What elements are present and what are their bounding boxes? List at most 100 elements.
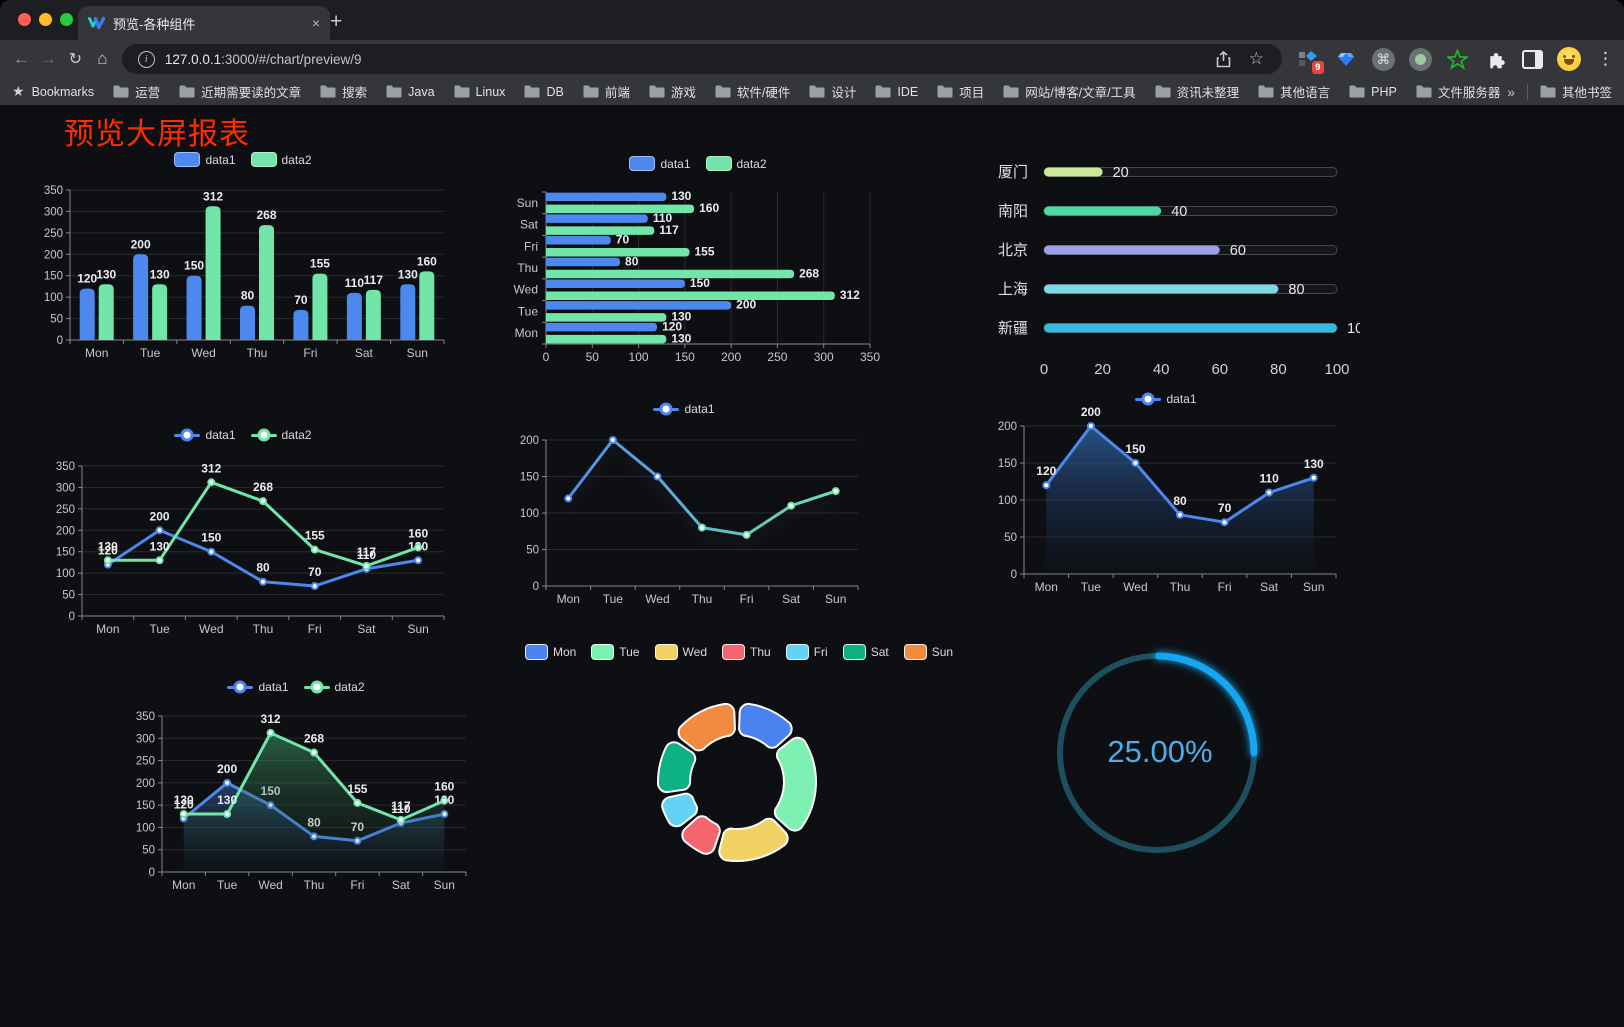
legend-item-data2[interactable]: data2	[250, 152, 312, 167]
chart-gauge[interactable]: 25.00%	[1040, 638, 1280, 878]
bookmark-item[interactable]: IDE	[875, 85, 918, 99]
browser-tab[interactable]: 预览-各种组件 ×	[78, 6, 330, 40]
legend-item-data1[interactable]: data1	[174, 428, 236, 442]
legend-item-data2[interactable]: data2	[303, 680, 365, 694]
svg-text:150: 150	[690, 276, 710, 290]
bookmark-item[interactable]: 其他语言	[1258, 82, 1330, 101]
bookmark-item[interactable]: DB	[524, 85, 564, 99]
chart-line-gradient[interactable]: data1 0 50 100 150 200 Mon Tue Wed Thu Fri Sat Sun	[498, 392, 870, 618]
new-tab-button[interactable]: +	[330, 10, 343, 33]
page-content: 预览大屏报表 data1 data2 0 50 100 150 200 250 300 350 Mo…	[0, 105, 1624, 1027]
bookmark-item[interactable]: 文件服务器	[1416, 82, 1500, 101]
side-panel-icon[interactable]	[1521, 49, 1543, 69]
svg-text:20: 20	[1094, 361, 1111, 378]
bookmark-item[interactable]: 软件/硬件	[715, 82, 790, 101]
bookmark-item[interactable]: 资讯未整理	[1155, 82, 1239, 101]
bookmark-item[interactable]: Java	[386, 85, 435, 99]
svg-text:200: 200	[150, 509, 170, 523]
extension-grid-icon[interactable]: 9	[1296, 47, 1324, 74]
folder-icon	[386, 85, 402, 98]
folder-icon	[937, 85, 953, 98]
reload-icon[interactable]: ↻	[68, 51, 83, 68]
legend-item-data1[interactable]: data1	[629, 156, 691, 171]
svg-text:250: 250	[56, 504, 75, 516]
macos-zoom-button[interactable]	[60, 13, 73, 26]
svg-text:250: 250	[136, 756, 155, 768]
svg-text:40: 40	[1153, 361, 1170, 378]
chart-bar-horizontal[interactable]: data1 data2 0 50 100 150 200 250 300 350 Sun 130 160…	[502, 150, 894, 366]
svg-text:0: 0	[543, 350, 550, 364]
svg-text:0: 0	[1011, 569, 1017, 581]
svg-text:312: 312	[201, 461, 221, 475]
folder-icon	[524, 85, 540, 98]
gem-extension-icon[interactable]	[1334, 47, 1358, 71]
legend-item-data1[interactable]: data1	[653, 402, 715, 416]
other-bookmarks[interactable]: 其他书签	[1540, 82, 1612, 101]
bookmark-item[interactable]: 设计	[809, 82, 856, 101]
chart-donut[interactable]: Mon Tue Wed Thu Fri Sat Sun	[524, 636, 953, 894]
macos-close-button[interactable]	[18, 13, 31, 26]
legend-marker	[174, 428, 201, 442]
legend-item-data1[interactable]: data1	[227, 680, 289, 694]
bookmark-item[interactable]: 运营	[113, 82, 160, 101]
share-icon[interactable]	[1216, 50, 1231, 68]
bookmarks-label[interactable]: Bookmarks	[31, 84, 95, 99]
legend-item-Sat[interactable]: Sat	[842, 644, 889, 660]
chart-area-dual[interactable]: data1 data2 0 50 100 150 200 250 300 350 Mon Tue Wed…	[110, 666, 482, 908]
legend-item-data1[interactable]: data1	[174, 152, 236, 167]
menu-kebab-icon[interactable]: ⋮	[1596, 49, 1614, 68]
puzzle-extensions-icon[interactable]	[1484, 47, 1508, 71]
green-star-extension-icon[interactable]	[1446, 47, 1470, 71]
svg-text:Thu: Thu	[517, 261, 538, 275]
command-extension-icon[interactable]: ⌘	[1371, 47, 1395, 71]
svg-text:130: 130	[671, 331, 691, 345]
url-path: :3000/#/chart/preview/9	[221, 51, 362, 67]
page-info-icon[interactable]: i	[137, 50, 155, 68]
forward-icon[interactable]: →	[39, 49, 57, 68]
url-bar[interactable]: i 127.0.0.1:3000/#/chart/preview/9 ☆	[121, 44, 1282, 74]
folder-icon	[1155, 85, 1171, 98]
back-icon[interactable]: ←	[12, 49, 30, 68]
svg-text:70: 70	[616, 233, 630, 247]
profile-avatar[interactable]	[1556, 47, 1581, 71]
chart-line-dual[interactable]: data1 data2 0 50 100 150 200 250 300 350 Mon Tue Wed…	[36, 418, 450, 652]
bookmark-item[interactable]: PHP	[1349, 85, 1397, 99]
bookmark-item[interactable]: 前端	[583, 82, 630, 101]
bookmark-item[interactable]: 近期需要读的文章	[179, 82, 301, 101]
bookmark-item[interactable]: 搜索	[320, 82, 367, 101]
legend-item-Fri[interactable]: Fri	[785, 644, 828, 660]
legend-item-Sun[interactable]: Sun	[903, 644, 953, 660]
bookmark-item[interactable]: 网站/博客/文章/工具	[1003, 82, 1136, 101]
bookmark-item[interactable]: 游戏	[649, 82, 696, 101]
legend-item-data1[interactable]: data1	[1135, 392, 1197, 406]
folder-icon	[809, 85, 825, 98]
tab-close-icon[interactable]: ×	[311, 15, 320, 31]
svg-text:300: 300	[56, 482, 75, 494]
svg-text:300: 300	[44, 206, 63, 218]
bookmark-item[interactable]: 项目	[937, 82, 984, 101]
chart-progress-bars[interactable]: 厦门 20 南阳 40 北京 60 上海 80 新疆 100 0 20 40 60 80 100	[998, 152, 1371, 384]
home-icon[interactable]: ⌂	[97, 49, 108, 68]
legend-item-Mon[interactable]: Mon	[524, 644, 576, 660]
svg-text:50: 50	[526, 545, 539, 557]
chart-area-single[interactable]: data1 0 50 100 150 200 Mon Tue Wed Thu Fri Sat Sun 12…	[982, 388, 1350, 600]
legend-marker	[785, 644, 809, 660]
legend-item-Wed[interactable]: Wed	[654, 644, 707, 660]
svg-text:Mon: Mon	[557, 592, 580, 606]
legend-item-Thu[interactable]: Thu	[722, 644, 771, 660]
legend-item-Tue[interactable]: Tue	[591, 644, 640, 660]
svg-text:0: 0	[1040, 361, 1048, 378]
svg-text:Sat: Sat	[355, 346, 374, 360]
legend-item-data2[interactable]: data2	[705, 156, 767, 171]
bookmark-item[interactable]: Linux	[454, 85, 505, 99]
bookmarks-star-icon[interactable]: ★	[12, 83, 25, 99]
bookmark-star-icon[interactable]: ☆	[1248, 49, 1264, 68]
chart-bar-vertical[interactable]: data1 data2 0 50 100 150 200 250 300 350 Mon Tue Wed…	[36, 148, 450, 366]
bookmarks-overflow-chevron[interactable]: »	[1507, 83, 1515, 100]
macos-minimize-button[interactable]	[39, 13, 52, 26]
svg-text:Wed: Wed	[514, 283, 538, 297]
record-extension-icon[interactable]	[1408, 47, 1432, 71]
svg-text:312: 312	[203, 189, 223, 203]
legend-item-data2[interactable]: data2	[250, 428, 312, 442]
legend-marker	[174, 152, 201, 167]
